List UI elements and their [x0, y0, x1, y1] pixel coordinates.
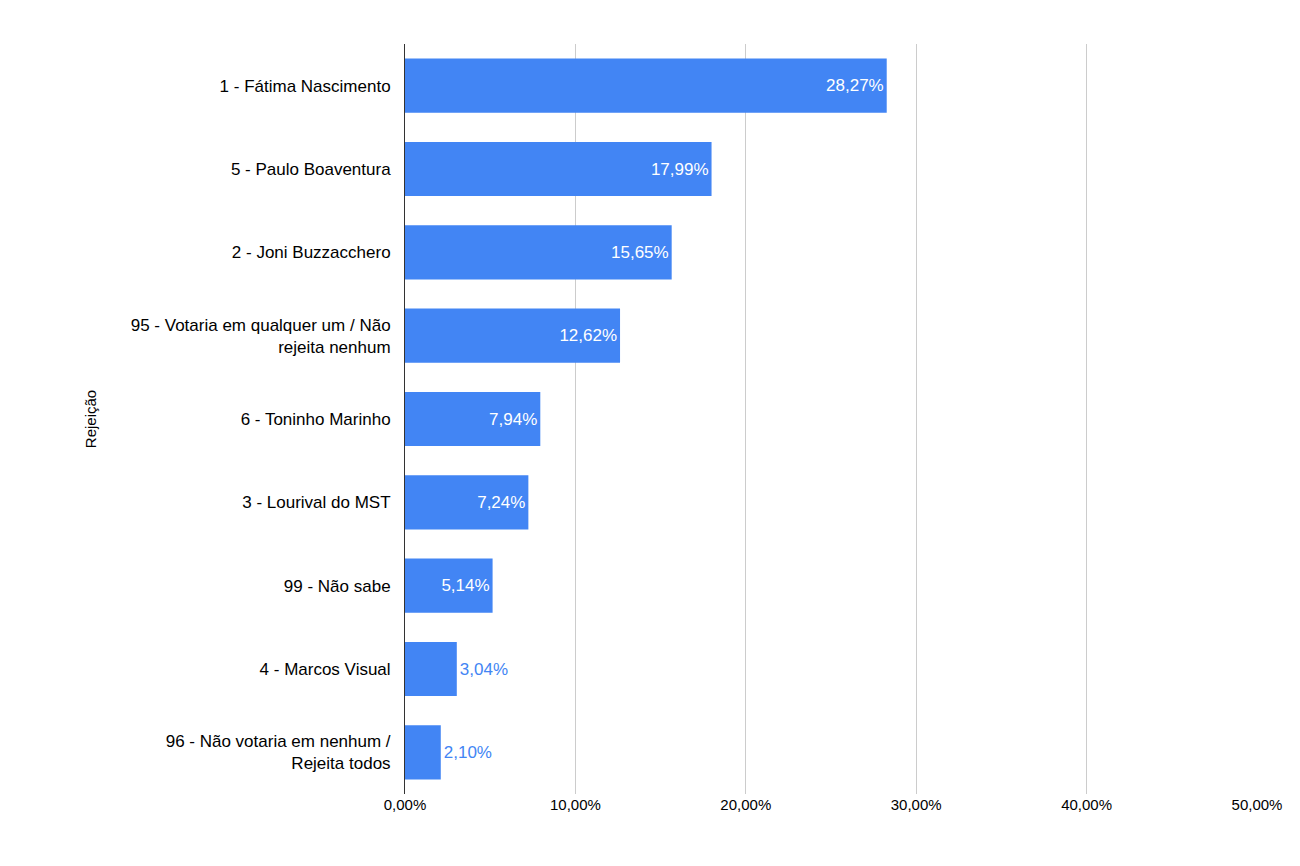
svg-text:10,00%: 10,00% [550, 796, 601, 813]
svg-text:40,00%: 40,00% [1061, 796, 1112, 813]
svg-text:15,65%: 15,65% [611, 243, 669, 262]
svg-text:5,14%: 5,14% [441, 576, 489, 595]
svg-text:3 - Lourival do MST: 3 - Lourival do MST [242, 493, 390, 512]
svg-text:1 - Fátima Nascimento: 1 - Fátima Nascimento [220, 77, 391, 96]
svg-text:3,04%: 3,04% [460, 660, 508, 679]
svg-text:20,00%: 20,00% [720, 796, 771, 813]
svg-text:2,10%: 2,10% [444, 743, 492, 762]
svg-text:28,27%: 28,27% [826, 76, 884, 95]
svg-text:95 - Votaria em qualquer um /: 95 - Votaria em qualquer um / Nãorejeita… [131, 316, 391, 357]
svg-text:5 - Paulo Boaventura: 5 - Paulo Boaventura [231, 160, 391, 179]
svg-text:2 - Joni Buzzacchero: 2 - Joni Buzzacchero [232, 243, 391, 262]
svg-text:12,62%: 12,62% [559, 326, 617, 345]
svg-text:0,00%: 0,00% [384, 796, 427, 813]
svg-text:Rejeição: Rejeição [82, 390, 99, 448]
svg-text:50,00%: 50,00% [1232, 796, 1283, 813]
svg-text:7,94%: 7,94% [489, 410, 537, 429]
svg-text:30,00%: 30,00% [891, 796, 942, 813]
svg-text:4 - Marcos Visual: 4 - Marcos Visual [260, 660, 391, 679]
svg-text:96 - Não votaria em nenhum /Re: 96 - Não votaria em nenhum /Rejeita todo… [166, 732, 391, 773]
svg-text:7,24%: 7,24% [477, 493, 525, 512]
svg-text:17,99%: 17,99% [651, 160, 709, 179]
svg-text:6 - Toninho Marinho: 6 - Toninho Marinho [241, 410, 391, 429]
svg-text:99 - Não sabe: 99 - Não sabe [284, 577, 391, 596]
